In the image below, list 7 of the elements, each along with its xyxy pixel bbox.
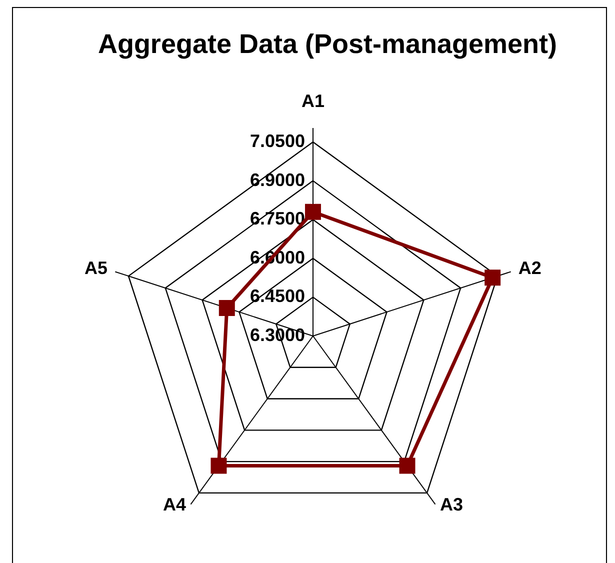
spoke-label: A1 xyxy=(301,90,325,111)
spoke-label: A2 xyxy=(518,258,542,278)
spoke-label: A4 xyxy=(163,494,186,515)
chart-title: Aggregate Data (Post-management) xyxy=(96,29,558,59)
spoke-label: A3 xyxy=(440,494,463,515)
spoke-label: A5 xyxy=(84,258,108,278)
y-tick-label: 7.0500 xyxy=(250,130,305,151)
